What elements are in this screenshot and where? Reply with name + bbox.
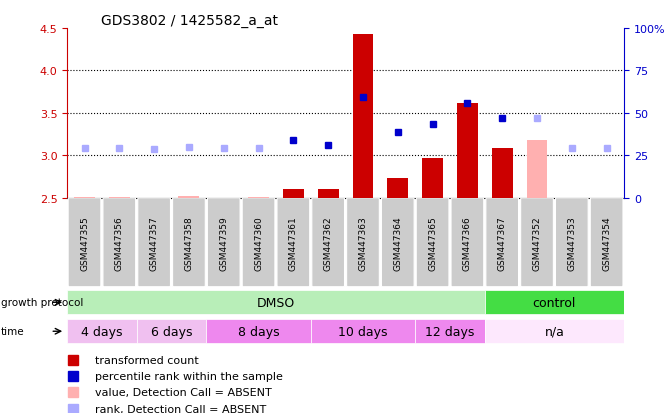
Text: control: control [533,296,576,309]
FancyBboxPatch shape [67,319,137,344]
Text: GSM447364: GSM447364 [393,216,403,270]
Text: 6 days: 6 days [151,325,193,338]
Bar [248,197,269,198]
FancyBboxPatch shape [312,198,344,287]
Text: GDS3802 / 1425582_a_at: GDS3802 / 1425582_a_at [101,14,278,28]
FancyBboxPatch shape [381,198,414,287]
Text: GSM447354: GSM447354 [602,216,611,270]
FancyBboxPatch shape [207,198,240,287]
FancyBboxPatch shape [484,319,624,344]
Text: DMSO: DMSO [257,296,295,309]
Bar [527,141,548,198]
Text: percentile rank within the sample: percentile rank within the sample [95,372,282,382]
FancyBboxPatch shape [416,198,449,287]
FancyBboxPatch shape [138,198,170,287]
Text: GSM447355: GSM447355 [80,215,89,270]
Bar [318,190,339,198]
FancyBboxPatch shape [415,319,484,344]
Text: GSM447352: GSM447352 [533,216,541,270]
Text: 12 days: 12 days [425,325,474,338]
FancyBboxPatch shape [451,198,484,287]
FancyBboxPatch shape [207,319,311,344]
Text: rank, Detection Call = ABSENT: rank, Detection Call = ABSENT [95,404,266,413]
FancyBboxPatch shape [67,290,484,315]
Text: 8 days: 8 days [238,325,279,338]
Bar [109,197,130,198]
Text: transformed count: transformed count [95,356,199,366]
FancyBboxPatch shape [277,198,310,287]
FancyBboxPatch shape [556,198,588,287]
Bar [283,190,304,198]
FancyBboxPatch shape [521,198,554,287]
Text: GSM447361: GSM447361 [289,215,298,270]
Bar [422,159,443,198]
Text: n/a: n/a [544,325,564,338]
Text: GSM447359: GSM447359 [219,215,228,270]
Bar [74,197,95,198]
FancyBboxPatch shape [347,198,379,287]
FancyBboxPatch shape [311,319,415,344]
Bar [178,197,199,198]
Text: GSM447356: GSM447356 [115,215,124,270]
Text: GSM447360: GSM447360 [254,215,263,270]
Text: 10 days: 10 days [338,325,388,338]
FancyBboxPatch shape [242,198,275,287]
Text: GSM447353: GSM447353 [567,215,576,270]
Text: GSM447357: GSM447357 [150,215,158,270]
Bar [457,103,478,198]
FancyBboxPatch shape [484,290,624,315]
Text: time: time [1,326,24,337]
Text: GSM447358: GSM447358 [185,215,193,270]
Text: GSM447367: GSM447367 [498,215,507,270]
Bar [492,149,513,198]
FancyBboxPatch shape [172,198,205,287]
Text: growth protocol: growth protocol [1,297,83,308]
Text: GSM447362: GSM447362 [323,216,333,270]
Text: 4 days: 4 days [81,325,123,338]
Text: GSM447366: GSM447366 [463,215,472,270]
FancyBboxPatch shape [486,198,519,287]
Text: GSM447363: GSM447363 [358,215,368,270]
Bar [387,179,408,198]
FancyBboxPatch shape [68,198,101,287]
Text: value, Detection Call = ABSENT: value, Detection Call = ABSENT [95,387,272,397]
Bar [352,35,374,198]
FancyBboxPatch shape [103,198,136,287]
Text: GSM447365: GSM447365 [428,215,437,270]
FancyBboxPatch shape [590,198,623,287]
FancyBboxPatch shape [137,319,207,344]
